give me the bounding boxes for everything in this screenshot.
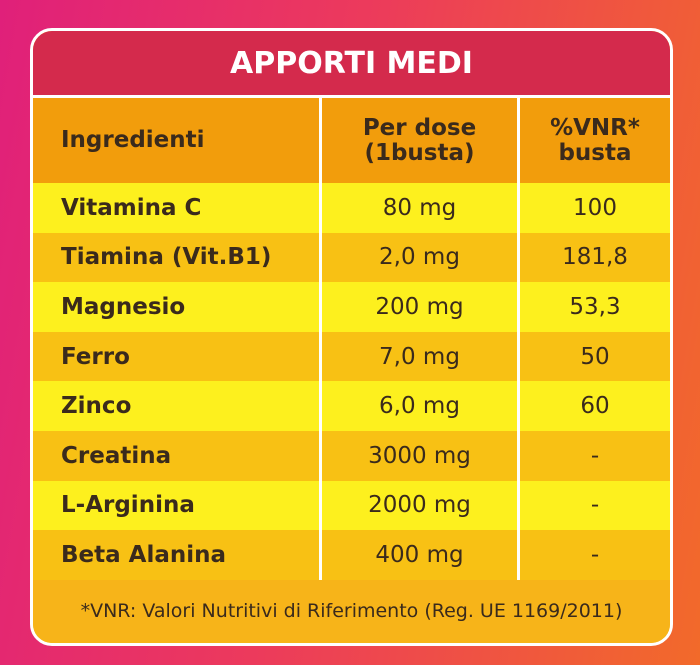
table-cell: -	[517, 530, 670, 580]
table-cell: 100	[517, 183, 670, 233]
table-cell: -	[517, 480, 670, 531]
table-row: Tiamina (Vit.B1) 2,0 mg 181,8	[33, 232, 670, 283]
table-cell: Magnesio	[61, 293, 186, 320]
footnote: *VNR: Valori Nutritivi di Riferimento (R…	[33, 579, 670, 643]
table-cell: 400 mg	[319, 530, 517, 580]
table-cell: 2,0 mg	[319, 232, 517, 283]
table-cell: 53,3	[517, 282, 670, 332]
table-row: Zinco 6,0 mg 60	[33, 381, 670, 431]
table-cell: Creatina	[61, 442, 172, 469]
table-cell: L-Arginina	[61, 492, 195, 519]
table-row: Magnesio 200 mg 53,3	[33, 282, 670, 332]
table-cell: Tiamina (Vit.B1)	[61, 244, 272, 271]
table-cell: 2000 mg	[319, 480, 517, 531]
table-row: Beta Alanina 400 mg -	[33, 530, 670, 580]
table-cell: -	[517, 430, 670, 481]
table-cell: 80 mg	[319, 183, 517, 233]
table-cell: 50	[517, 331, 670, 382]
header-row: Ingredienti Per dose (1busta) %VNR* busta	[33, 98, 670, 183]
table-cell: Vitamina C	[61, 194, 202, 221]
nutrition-table: APPORTI MEDI Ingredienti Per dose (1busta…	[30, 28, 673, 646]
table-cell: 60	[517, 381, 670, 431]
table-cell: Ferro	[61, 343, 130, 370]
header-cell: Ingredienti	[61, 127, 205, 154]
table-row: Creatina 3000 mg -	[33, 430, 670, 481]
table-cell: 7,0 mg	[319, 331, 517, 382]
header-cell: %VNR* busta	[517, 98, 670, 183]
table-row: Ferro 7,0 mg 50	[33, 331, 670, 382]
table-title: APPORTI MEDI	[33, 31, 670, 98]
table-cell: 200 mg	[319, 282, 517, 332]
table-cell: Zinco	[61, 393, 132, 420]
header-cell: Per dose (1busta)	[319, 98, 517, 183]
table-cell: Beta Alanina	[61, 541, 227, 568]
table-row: Vitamina C 80 mg 100	[33, 183, 670, 233]
table-cell: 3000 mg	[319, 430, 517, 481]
table-body: Ingredienti Per dose (1busta) %VNR* busta V…	[33, 98, 670, 580]
table-row: L-Arginina 2000 mg -	[33, 480, 670, 531]
table-cell: 6,0 mg	[319, 381, 517, 431]
table-cell: 181,8	[517, 232, 670, 283]
